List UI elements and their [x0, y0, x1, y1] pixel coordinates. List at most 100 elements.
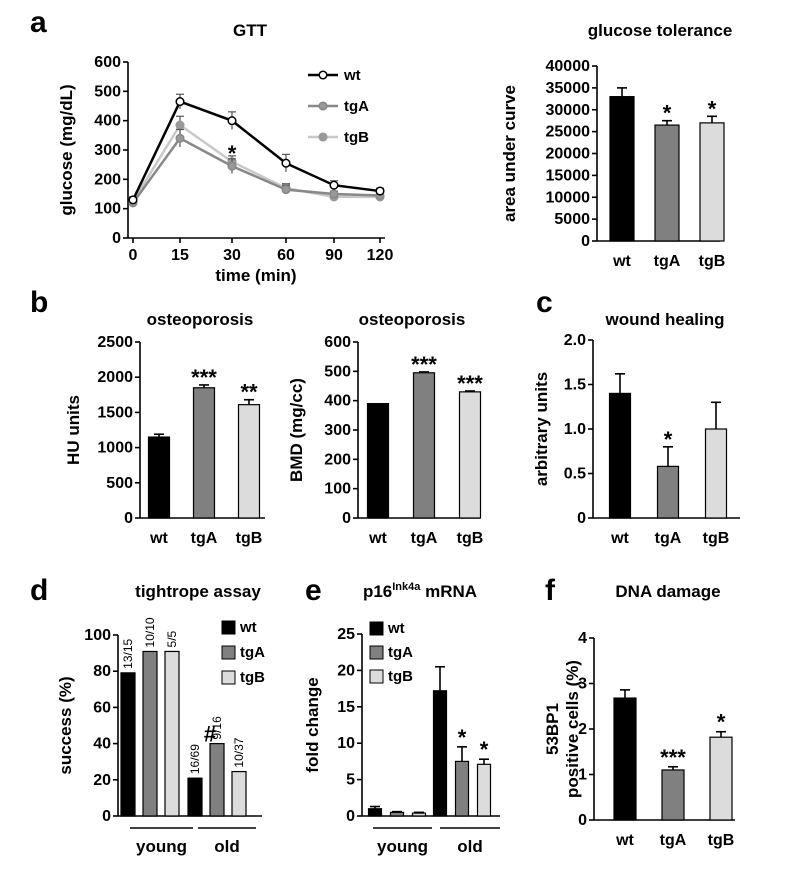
glucose_tolerance-title: glucose tolerance — [588, 21, 733, 40]
panel-letter-b: b — [30, 286, 48, 319]
dna-x-label-tgA: tgA — [660, 832, 687, 849]
panel-letter-f: f — [545, 574, 556, 607]
p16-y-tick-label: 0 — [346, 808, 355, 825]
glucose_tolerance-y-tick-label: 15000 — [546, 167, 591, 184]
osteo_hu-bar-wt — [147, 436, 171, 519]
osteo_hu-y-tick-label: 1000 — [97, 440, 133, 457]
gtt-point-wt — [281, 158, 291, 168]
gtt-legend-label-tgB: tgB — [344, 129, 369, 146]
gtt-x-tick-label: 90 — [325, 247, 343, 264]
gtt-point-wt — [329, 180, 339, 190]
osteo_hu-star-tgB: ** — [240, 380, 258, 405]
dna-x-label-tgB: tgB — [708, 832, 735, 849]
glucose_tolerance-y-label: area under curve — [500, 85, 519, 222]
glucose_tolerance-bar-tgB — [699, 122, 725, 242]
p16-title: p16Ink4a mRNA — [363, 581, 477, 601]
panel-letter-d: d — [30, 574, 48, 607]
gtt-y-tick-label: 300 — [94, 142, 121, 159]
glucose_tolerance-x-label-wt: wt — [612, 253, 631, 270]
osteo_bmd-y-tick-label: 200 — [324, 451, 351, 468]
gtt-legend-marker-wt — [318, 70, 328, 80]
osteo_hu-y-tick-label: 500 — [106, 475, 133, 492]
osteo_bmd-star-tgA: *** — [411, 352, 437, 377]
osteo_bmd-bar-wt — [366, 403, 390, 519]
dna-y-label-line1: 53BP1 — [543, 703, 562, 755]
gtt-x-tick-label: 30 — [223, 247, 241, 264]
osteo_bmd-y-label: BMD (mg/cc) — [287, 378, 306, 482]
gtt-point-wt — [375, 186, 385, 196]
wound-title: wound healing — [605, 310, 725, 329]
tightrope-count-label-tgB-young: 5/5 — [165, 630, 179, 647]
tightrope-legend-label-tgB: tgB — [240, 669, 265, 686]
gtt-x-tick-label: 15 — [171, 247, 189, 264]
gtt-legend-label-wt: wt — [343, 67, 361, 84]
p16-bar-tgA-young — [389, 811, 405, 817]
tightrope-count-label-tgA-young: 10/10 — [143, 617, 157, 647]
tightrope-count-label-wt-young: 13/15 — [121, 638, 135, 668]
glucose_tolerance-y-tick-label: 10000 — [546, 189, 591, 206]
gtt-point-wt — [227, 116, 237, 126]
dna-star-tgB: * — [717, 710, 726, 735]
glucose_tolerance-star-tgB: * — [708, 96, 717, 121]
gtt-point-wt — [175, 97, 185, 107]
wound-y-tick-label: 1.5 — [564, 377, 586, 394]
gtt-x-tick-label: 60 — [277, 247, 295, 264]
osteo_hu-y-tick-label: 2500 — [97, 334, 133, 351]
gtt-line-tgA — [131, 136, 381, 204]
p16-title-tail: mRNA — [420, 582, 477, 601]
dna-bar-wt — [613, 697, 637, 821]
gtt-y-tick-label: 600 — [94, 54, 121, 71]
glucose_tolerance-bar-wt — [609, 96, 635, 242]
p16-star-tgA: * — [458, 725, 467, 750]
gtt-y-tick-label: 100 — [94, 201, 121, 218]
tightrope-y-label: success (%) — [56, 676, 75, 774]
wound-bar-wt — [608, 392, 632, 519]
dna-x-label-wt: wt — [615, 832, 634, 849]
wound-x-label-tgB: tgB — [703, 530, 730, 547]
gtt-line-tgB — [131, 123, 380, 202]
osteo_hu-title: osteoporosis — [147, 310, 254, 329]
p16-bar-wt-old — [432, 690, 448, 817]
gtt-point-tgA — [227, 161, 237, 171]
glucose_tolerance-y-tick-label: 20000 — [546, 146, 591, 163]
p16-mrna-chart: 0 5 10 15 20 25 * * young old wt tgA tgB p16Ink4a mRN… — [303, 581, 500, 856]
osteo_hu-x-label-wt: wt — [149, 530, 168, 547]
tightrope-bar-tgB-young — [164, 650, 180, 817]
osteo_bmd-y-tick-label: 500 — [324, 363, 351, 380]
p16-y-tick-label: 5 — [346, 772, 355, 789]
dna-y-label-line2: positive cells (%) — [563, 660, 582, 798]
wound-bar-tgB — [704, 428, 728, 519]
p16-star-tgB: * — [480, 737, 489, 762]
tightrope-bar-tgA-young — [142, 650, 158, 817]
gtt-point-tgA — [329, 189, 339, 199]
osteo_bmd-y-tick-label: 600 — [324, 334, 351, 351]
wound-y-tick-label: 0.5 — [564, 466, 586, 483]
gtt-y-tick-label: 0 — [112, 230, 121, 247]
p16-y-label: fold change — [303, 677, 322, 772]
glucose_tolerance-x-label-tgA: tgA — [654, 253, 681, 270]
gtt-legend-marker-tgA — [318, 101, 328, 111]
osteo_bmd-title: osteoporosis — [359, 310, 466, 329]
tightrope-legend-label-wt: wt — [239, 619, 257, 636]
gtt-point-tgA — [175, 133, 185, 143]
tightrope-title: tightrope assay — [135, 582, 261, 601]
tightrope-bar-wt-young — [120, 672, 136, 817]
wound-star-tgA: * — [664, 427, 673, 452]
glucose_tolerance-y-tick-label: 40000 — [546, 58, 591, 75]
panel-letter-c: c — [536, 286, 553, 319]
p16-title-main: p16 — [363, 582, 392, 601]
osteo_bmd-y-tick-label: 100 — [324, 481, 351, 498]
glucose_tolerance-star-tgA: * — [663, 101, 672, 126]
wound-y-tick-label: 0 — [577, 510, 586, 527]
gtt-y-label: glucose (mg/dL) — [57, 84, 76, 215]
p16-group-label-young: young — [377, 837, 428, 856]
osteo_hu-star-tgA: *** — [191, 365, 217, 390]
p16-legend-swatch-wt — [369, 621, 384, 636]
gtt-title: GTT — [233, 21, 268, 40]
p16-legend-label-tgB: tgB — [388, 668, 413, 685]
wound-healing-chart: wound healing 0 0.5 1.0 1.5 2.0 wt * tgA tgB arbit… — [532, 310, 740, 547]
p16-y-tick-label: 20 — [337, 662, 355, 679]
gtt-y-tick-label: 200 — [94, 171, 121, 188]
dna-damage-chart: DNA damage 0 1 2 3 4 wt *** tgA * tgB 53BP1 positive… — [543, 582, 735, 849]
